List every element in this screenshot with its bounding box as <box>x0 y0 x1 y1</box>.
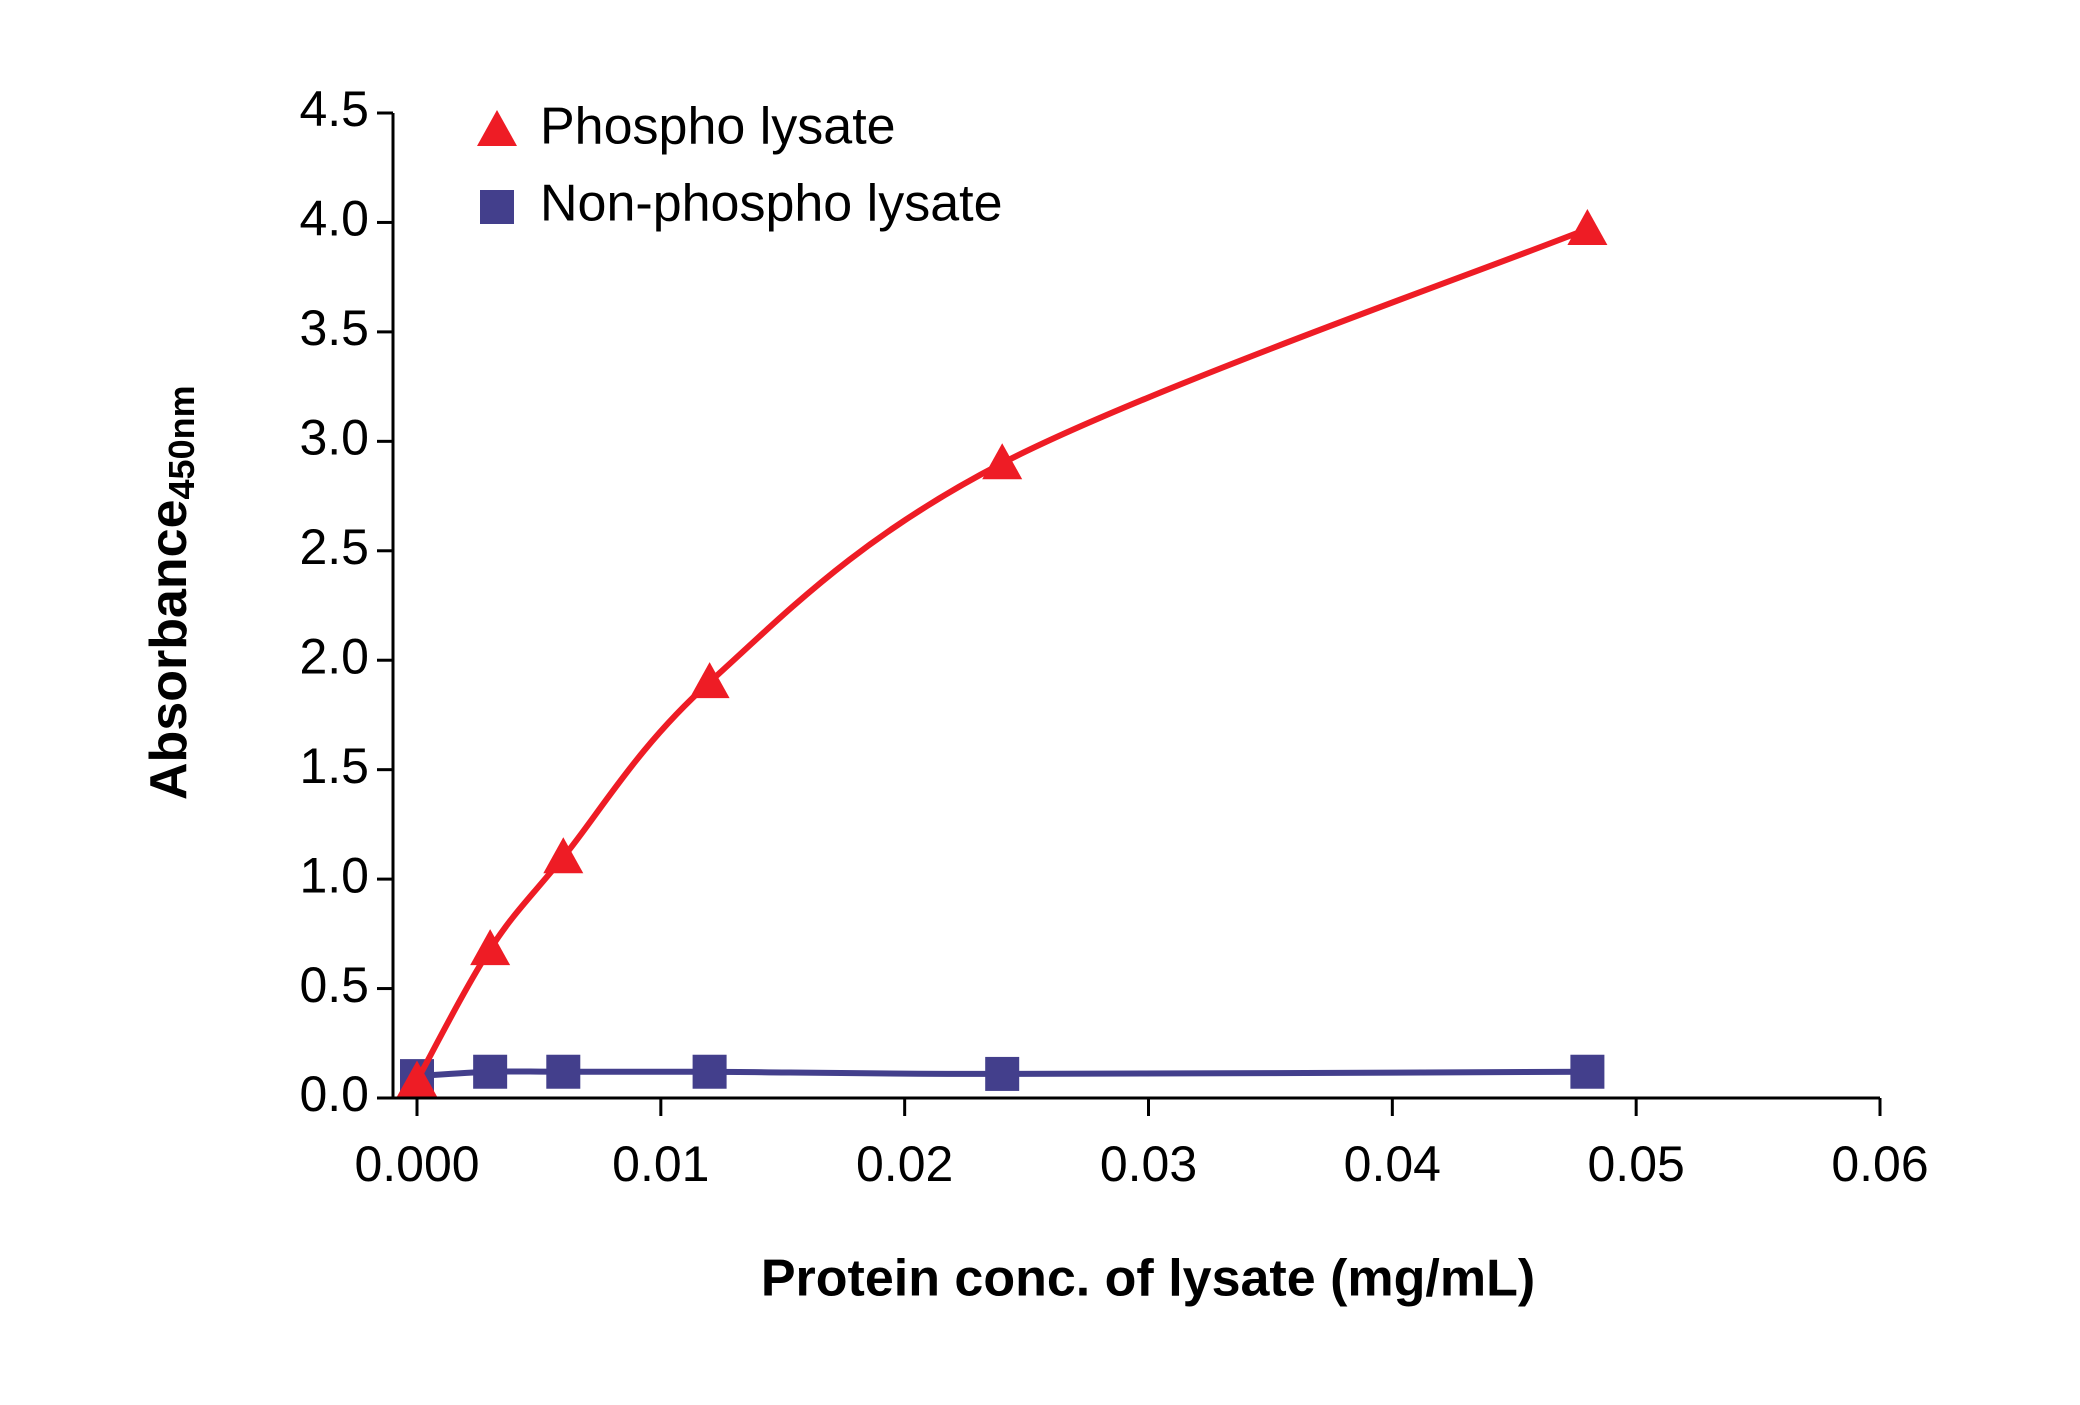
y-tick-label: 0.5 <box>299 957 369 1013</box>
y-axis-title-subscript: 450nm <box>161 385 202 499</box>
data-point <box>543 837 584 874</box>
data-point <box>985 1056 1020 1091</box>
legend-label: Phospho lysate <box>540 98 896 156</box>
y-tick-label: 1.5 <box>299 738 369 794</box>
data-point <box>546 1054 581 1089</box>
y-tick-label: 3.5 <box>299 300 369 356</box>
x-axis-title: Protein conc. of lysate (mg/mL) <box>761 1250 1535 1308</box>
y-tick-label: 1.0 <box>299 847 369 903</box>
data-point <box>692 1054 727 1089</box>
data-point <box>689 662 730 699</box>
x-tick-label: 0.05 <box>1588 1136 1685 1192</box>
data-point <box>473 1054 508 1089</box>
x-tick-label: 0.04 <box>1344 1136 1441 1192</box>
data-point <box>397 1060 437 1097</box>
y-tick-label: 0.0 <box>299 1066 369 1122</box>
y-axis-title-main: Absorbance <box>140 499 198 800</box>
y-tick-label: 4.5 <box>299 81 369 137</box>
legend-label: Non-phospho lysate <box>540 175 1003 233</box>
x-tick-label: 0.01 <box>612 1136 709 1192</box>
y-tick-label: 2.0 <box>299 628 369 684</box>
x-tick-label: 0.06 <box>1831 1136 1928 1192</box>
x-tick-label: 0.000 <box>354 1136 479 1192</box>
y-tick-label: 3.0 <box>299 410 369 466</box>
y-axis-title: Absorbance450nm <box>140 385 202 800</box>
x-tick-label: 0.03 <box>1100 1136 1197 1192</box>
y-tick-label: 4.0 <box>299 191 369 247</box>
legend-marker <box>477 110 517 146</box>
x-tick-label: 0.02 <box>856 1136 953 1192</box>
data-point <box>470 929 511 966</box>
data-point <box>982 443 1023 480</box>
y-tick-label: 2.5 <box>299 519 369 575</box>
data-point <box>1570 1054 1605 1089</box>
data-point <box>1567 209 1608 246</box>
series-line <box>414 226 1589 1082</box>
legend-marker <box>480 190 514 224</box>
